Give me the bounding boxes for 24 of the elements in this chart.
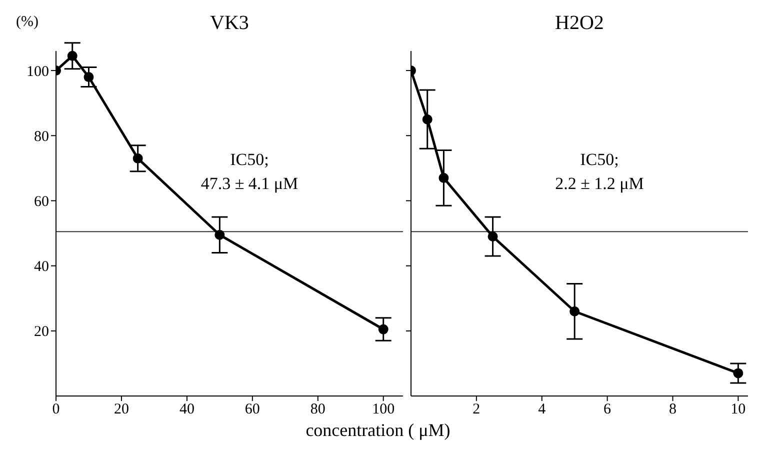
annotation: 47.3 ± 4.1 μM [200, 173, 300, 195]
y-tick-label: 80 [34, 128, 49, 145]
y-tick-label: 40 [34, 259, 49, 276]
y-tick-label: 20 [34, 324, 49, 340]
x-tick-label: 40 [179, 402, 194, 418]
x-tick-label: 0 [52, 402, 60, 418]
x-tick-label: 6 [604, 402, 612, 418]
x-axis-title: concentration ( μM) [304, 420, 452, 441]
chart-title: VK3 [209, 12, 250, 35]
x-tick-label: 100 [372, 402, 395, 418]
chart-title: H2O2 [554, 12, 605, 35]
y-tick-label: 100 [26, 64, 49, 80]
annotation: 2.2 ± 1.2 μM [554, 173, 645, 195]
x-tick-label: 60 [244, 402, 260, 418]
x-tick-label: 80 [310, 402, 326, 418]
annotation: IC50; [579, 149, 620, 171]
x-tick-label: 8 [669, 402, 676, 418]
annotation: IC50; [229, 149, 270, 171]
x-tick-label: 2 [472, 402, 480, 418]
y-axis-title: (%) [16, 14, 38, 31]
x-tick-label: 20 [114, 402, 129, 418]
x-tick-label: 4 [538, 402, 546, 418]
y-tick-label: 60 [34, 194, 49, 210]
x-tick-label: 10 [730, 402, 746, 418]
